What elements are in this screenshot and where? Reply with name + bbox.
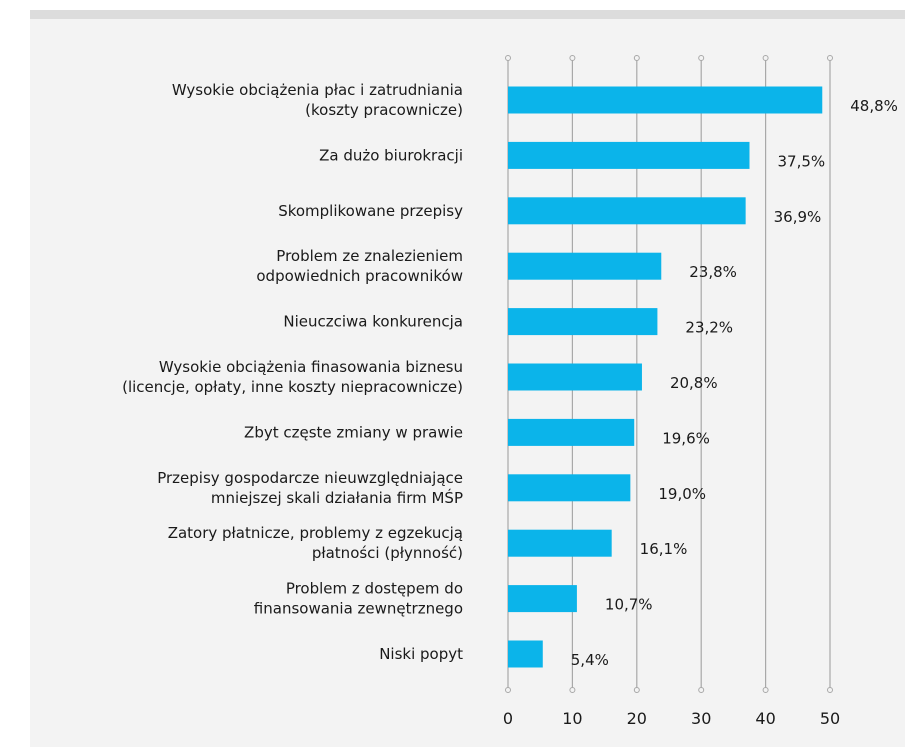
y-tick-label: Problem z dostępem do finansowania zewnęt…	[254, 580, 463, 618]
y-tick-label-line: (licencje, opłaty, inne koszty niepracow…	[122, 378, 463, 396]
bar	[508, 640, 543, 668]
value-label: 5,4%	[571, 651, 609, 669]
value-label: 20,8%	[670, 374, 718, 392]
y-tick-label-line: Niski popyt	[379, 645, 463, 663]
grid-end	[569, 687, 576, 693]
y-tick-label-line: Problem z dostępem do	[286, 580, 463, 598]
y-tick-label-line: (koszty pracownicze)	[305, 101, 463, 119]
grid-end	[762, 55, 769, 61]
y-tick-label: Wysokie obciążenia finasowania biznesu (l…	[122, 358, 463, 396]
value-label: 19,0%	[658, 485, 706, 503]
y-tick-label: Skomplikowane przepisy	[278, 202, 463, 220]
y-tick-label: Problem ze znalezieniem odpowiednich prac…	[256, 247, 463, 285]
grid-end	[762, 687, 769, 693]
y-tick-label: Za dużo biurokracji	[319, 146, 463, 164]
x-tick-label: 40	[755, 709, 775, 728]
y-tick-label-line: Wysokie obciążenia płac i zatrudniania	[172, 81, 463, 99]
grid-end	[698, 55, 705, 61]
bar	[508, 363, 642, 391]
y-tick-label: Nieuczciwa konkurencja	[283, 313, 463, 331]
y-tick-label-line: odpowiednich pracowników	[256, 267, 463, 285]
grid-end	[505, 55, 511, 61]
panel	[30, 10, 905, 747]
grid-end	[827, 687, 833, 693]
bar	[508, 141, 750, 169]
y-tick-label-line: Zatory płatnicze, problemy z egzekucją	[168, 524, 463, 542]
x-tick-label: 0	[503, 709, 513, 728]
grid-end	[633, 55, 640, 61]
y-tick-label-line: mniejszej skali działania firm MŚP	[211, 488, 463, 507]
x-tick-label: 50	[820, 709, 840, 728]
value-label: 37,5%	[778, 152, 826, 170]
y-tick-label: Zatory płatnicze, problemy z egzekucją pł…	[168, 524, 463, 562]
bar	[508, 418, 635, 446]
grid-end	[505, 687, 511, 693]
bar	[508, 585, 577, 613]
y-tick-label-line: Problem ze znalezieniem	[276, 247, 463, 265]
y-tick-label-line: Skomplikowane przepisy	[278, 202, 463, 220]
x-tick-label: 10	[562, 709, 582, 728]
y-tick-label-line: finansowania zewnętrznego	[254, 600, 463, 618]
bar	[508, 252, 662, 280]
y-tick-label-line: płatności (płynność)	[312, 544, 463, 562]
value-label: 23,2%	[685, 319, 733, 337]
y-tick-label: Wysokie obciążenia płac i zatrudniania (k…	[172, 81, 463, 119]
y-tick-label-line: Wysokie obciążenia finasowania biznesu	[159, 358, 463, 376]
bar	[508, 197, 746, 225]
y-tick-label-line: Za dużo biurokracji	[319, 146, 463, 164]
bar	[508, 474, 631, 502]
grid-end	[827, 55, 833, 61]
value-label: 23,8%	[689, 263, 737, 281]
bar	[508, 86, 823, 114]
grid-end	[698, 687, 705, 693]
value-label: 16,1%	[640, 540, 688, 558]
y-tick-label-line: Nieuczciwa konkurencja	[283, 313, 463, 331]
x-tick-label: 20	[627, 709, 647, 728]
value-label: 10,7%	[605, 596, 653, 614]
x-tick-label: 30	[691, 709, 711, 728]
grid-end	[569, 55, 576, 61]
value-label: 19,6%	[662, 429, 710, 447]
y-tick-label: Zbyt częste zmiany w prawie	[244, 423, 463, 441]
bar	[508, 529, 612, 557]
value-label: 36,9%	[774, 208, 822, 226]
grid-end	[633, 687, 640, 693]
y-tick-label-line: Zbyt częste zmiany w prawie	[244, 423, 463, 441]
y-tick-label-line: Przepisy gospodarcze nieuwzględniające	[157, 469, 463, 487]
y-tick-label: Niski popyt	[379, 645, 463, 663]
bar	[508, 308, 658, 336]
panel-top-band	[30, 10, 905, 19]
y-tick-label: Przepisy gospodarcze nieuwzględniające mn…	[157, 469, 463, 507]
value-label: 48,8%	[850, 97, 898, 115]
